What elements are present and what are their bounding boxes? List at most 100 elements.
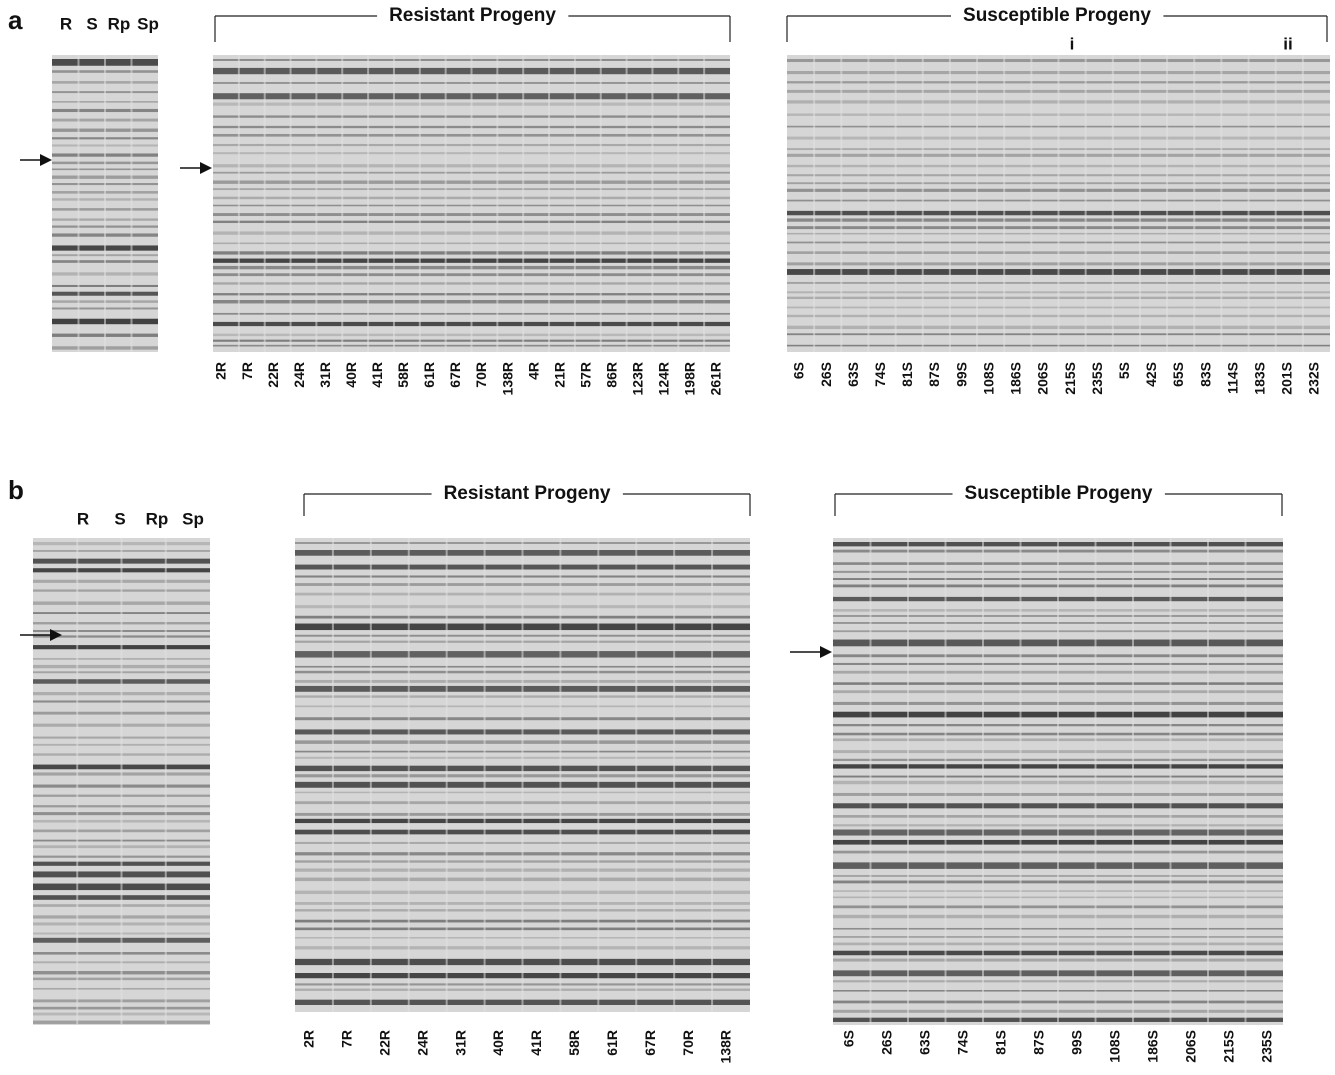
lane-label: 74S xyxy=(872,362,888,387)
lane-gap xyxy=(418,55,421,352)
lane-label: 22R xyxy=(265,362,281,388)
lane-label: 61R xyxy=(604,1030,620,1056)
lane-label: 215S xyxy=(1062,362,1078,395)
lane-label: 31R xyxy=(317,362,333,388)
lane-label: 6S xyxy=(791,362,807,379)
lane-gap xyxy=(289,55,292,352)
lane-gap xyxy=(948,55,951,352)
parent-label: R xyxy=(77,509,89,528)
lane-label: 235S xyxy=(1259,1030,1275,1063)
lane-gap xyxy=(840,55,843,352)
lane-label: 6S xyxy=(841,1030,857,1047)
arrow-head xyxy=(50,629,62,641)
lane-marker: ii xyxy=(1283,34,1292,53)
lane-label: 99S xyxy=(953,362,969,387)
lane-gap xyxy=(867,55,870,352)
lane-label: 235S xyxy=(1089,362,1105,395)
lane-label: 186S xyxy=(1008,362,1024,395)
lane-label: 42S xyxy=(1143,362,1159,387)
parent-label: Sp xyxy=(137,14,159,33)
lane-label: 63S xyxy=(845,362,861,387)
lane-gap xyxy=(813,55,816,352)
title-backdrop xyxy=(951,5,1164,27)
gel xyxy=(213,55,730,352)
lane-gap xyxy=(1084,55,1087,352)
parent-label: Sp xyxy=(182,509,204,528)
gel xyxy=(833,538,1283,1025)
lane-label: 87S xyxy=(1031,1030,1047,1055)
lane-gap xyxy=(1193,55,1196,352)
lane-label: 86R xyxy=(603,362,619,388)
gel xyxy=(295,538,750,1012)
arrow-head xyxy=(200,162,212,174)
lane-gap xyxy=(635,538,638,1012)
lane-gap xyxy=(483,538,486,1012)
lane-label: 74S xyxy=(955,1030,971,1055)
lane-gap xyxy=(470,55,473,352)
lane-gap xyxy=(1057,55,1060,352)
parent-label: S xyxy=(114,509,125,528)
lane-gap xyxy=(651,55,654,352)
lane-label: 83S xyxy=(1197,362,1213,387)
lane-gap xyxy=(548,55,551,352)
lane-label: 4R xyxy=(525,362,541,380)
lane-gap xyxy=(982,538,984,1025)
lane-gap xyxy=(331,538,334,1012)
lane-gap xyxy=(1207,538,1209,1025)
lane-label: 2R xyxy=(301,1030,317,1048)
lane-label: 5S xyxy=(1116,362,1132,379)
lane-label: 108S xyxy=(980,362,996,395)
lane-label: 31R xyxy=(452,1030,468,1056)
lane-gap xyxy=(369,538,372,1012)
lane-marker: i xyxy=(1070,34,1075,53)
lane-label: 26S xyxy=(879,1030,895,1055)
lane-label: 186S xyxy=(1145,1030,1161,1063)
lane-label: 198R xyxy=(682,362,698,395)
lane-label: 99S xyxy=(1069,1030,1085,1055)
lane-label: 63S xyxy=(917,1030,933,1055)
arrow-head xyxy=(40,154,52,166)
lane-label: 7R xyxy=(239,362,255,380)
lane-label: 57R xyxy=(577,362,593,388)
lane-gap xyxy=(496,55,499,352)
lane-gap xyxy=(573,55,576,352)
lane-gap xyxy=(1138,55,1141,352)
lane-gap xyxy=(677,55,680,352)
lane-label: 183S xyxy=(1251,362,1267,395)
lane-gap xyxy=(1166,55,1169,352)
lane-label: 41R xyxy=(369,362,385,388)
lane-label: 123R xyxy=(630,362,646,395)
lane-gap xyxy=(164,538,167,1025)
lane-label: 215S xyxy=(1221,1030,1237,1063)
title-backdrop xyxy=(431,483,623,505)
lane-gap xyxy=(367,55,370,352)
parent-label: S xyxy=(86,14,97,33)
lane-label: 22R xyxy=(377,1030,393,1056)
lane-label: 138R xyxy=(499,362,515,395)
lane-label: 21R xyxy=(551,362,567,388)
lane-gap xyxy=(1030,55,1033,352)
lane-label: 124R xyxy=(656,362,672,395)
lane-label: 206S xyxy=(1035,362,1051,395)
lane-gap xyxy=(673,538,676,1012)
gel xyxy=(787,55,1330,352)
lane-label: 40R xyxy=(343,362,359,388)
lane-label: 24R xyxy=(291,362,307,388)
lane-gap xyxy=(1111,55,1114,352)
parent-label: R xyxy=(60,14,72,33)
lane-gap xyxy=(711,538,714,1012)
lane-gap xyxy=(1094,538,1097,1025)
lane-gap xyxy=(392,55,395,352)
lane-label: 70R xyxy=(473,362,489,388)
lane-label: 81S xyxy=(899,362,915,387)
lane-label: 58R xyxy=(566,1030,582,1056)
lane-label: 65S xyxy=(1170,362,1186,387)
lane-gap xyxy=(894,55,897,352)
lane-gap xyxy=(104,55,106,352)
lane-gap xyxy=(1057,538,1059,1025)
title-backdrop xyxy=(952,483,1165,505)
lane-label: 232S xyxy=(1306,362,1322,395)
lane-gap xyxy=(944,538,947,1025)
lane-label: 26S xyxy=(818,362,834,387)
gel xyxy=(33,538,210,1025)
